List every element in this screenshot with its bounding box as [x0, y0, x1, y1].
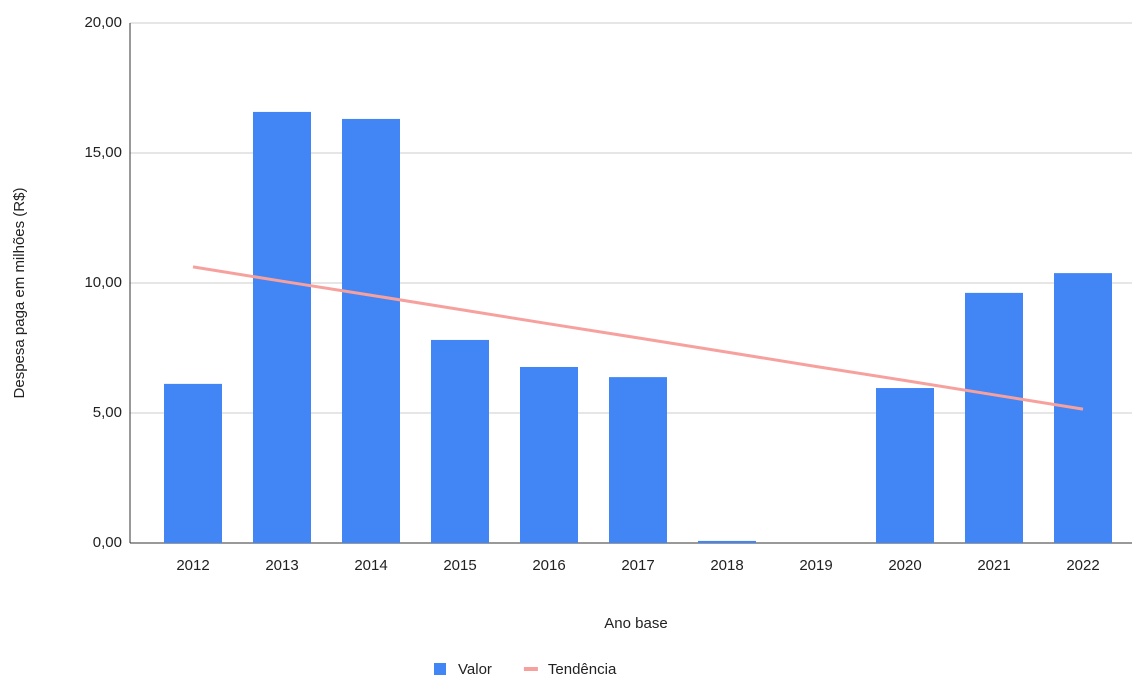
- x-tick-label: 2018: [710, 557, 743, 574]
- y-tick-label: 0,00: [93, 534, 122, 551]
- legend-label: Tendência: [548, 661, 617, 678]
- legend-swatch: [434, 663, 446, 675]
- bar: [876, 388, 934, 543]
- x-tick-label: 2020: [888, 557, 921, 574]
- bar: [164, 383, 222, 543]
- y-tick-label: 10,00: [84, 274, 122, 291]
- x-tick-label: 2012: [176, 557, 209, 574]
- bar: [431, 339, 489, 543]
- bar: [342, 118, 400, 543]
- y-tick-label: 20,00: [84, 14, 122, 31]
- bar: [965, 292, 1023, 543]
- y-axis-label: Despesa paga em milhões (R$): [11, 188, 28, 399]
- x-tick-label: 2021: [977, 557, 1010, 574]
- x-tick-label: 2022: [1066, 557, 1099, 574]
- y-tick-label: 15,00: [84, 144, 122, 161]
- bar: [253, 111, 311, 544]
- bar: [520, 366, 578, 543]
- trend-line: [192, 265, 1084, 411]
- y-tick-label: 5,00: [93, 404, 122, 421]
- legend-label: Valor: [458, 661, 492, 678]
- x-tick-label: 2014: [354, 557, 387, 574]
- x-axis-label: Ano base: [604, 615, 667, 632]
- x-tick-label: 2013: [265, 557, 298, 574]
- x-tick-label: 2016: [532, 557, 565, 574]
- x-tick-label: 2017: [621, 557, 654, 574]
- x-tick-label: 2015: [443, 557, 476, 574]
- bar: [609, 377, 667, 543]
- x-tick-label: 2019: [799, 557, 832, 574]
- legend-swatch: [523, 667, 538, 671]
- bar: [698, 540, 756, 543]
